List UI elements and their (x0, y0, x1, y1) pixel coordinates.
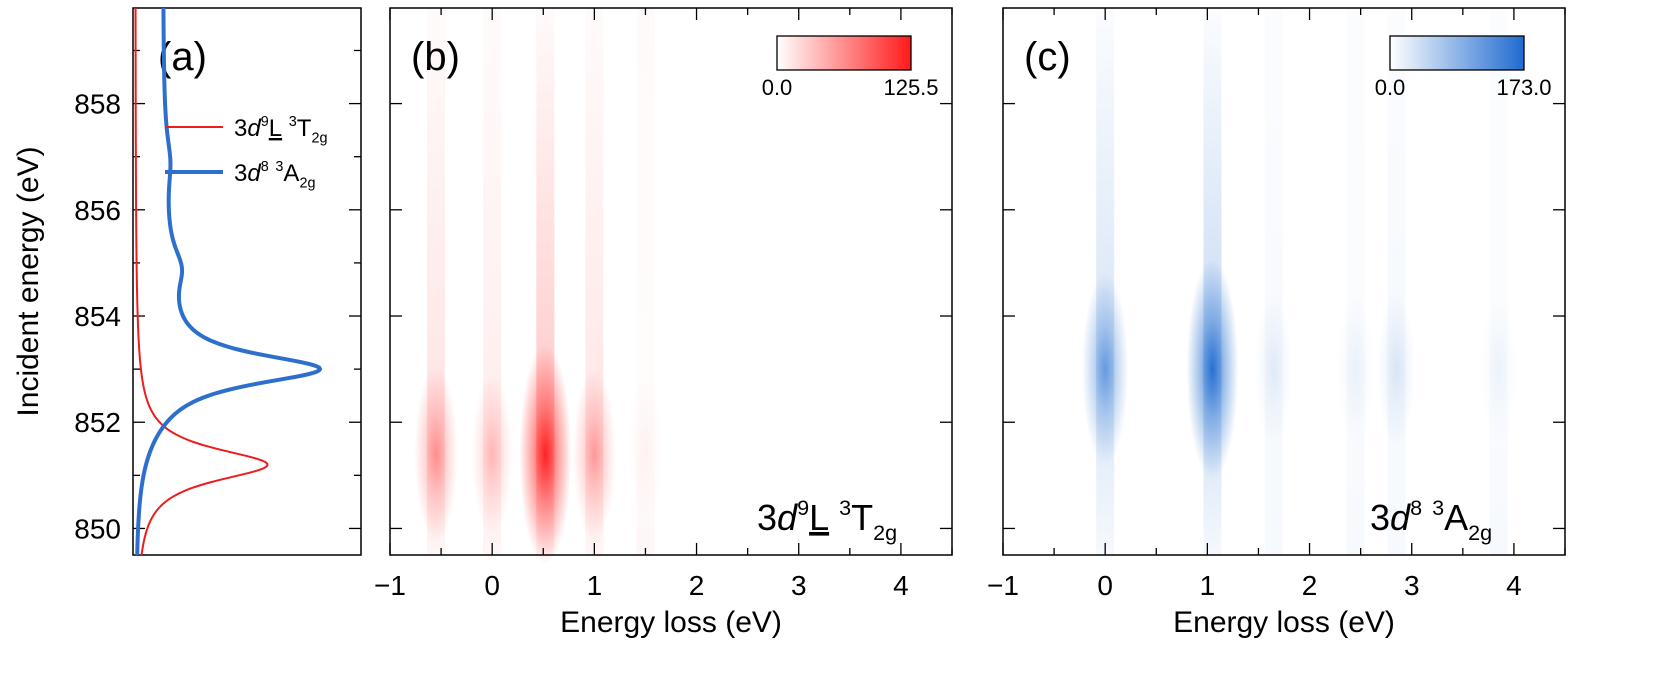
x-axis-label: Energy loss (eV) (560, 606, 782, 639)
peak-streak (1346, 8, 1365, 555)
panel-b: −1 0 1 2 3 4 Energy loss (eV) (b) 0.0 125.5 3d9L 3… (374, 7, 953, 639)
peak-blob (1186, 259, 1239, 480)
x-tick-label: 0 (1097, 570, 1113, 601)
x-tick-label: −1 (987, 570, 1019, 601)
peak-blob (414, 366, 458, 543)
colorbar (1389, 35, 1525, 71)
y-tick-label: 850 (74, 513, 121, 544)
x-tick-label: 4 (893, 570, 909, 601)
peak-blob (1377, 293, 1416, 446)
x-tick-label: 3 (1404, 570, 1420, 601)
colorbar-min-label: 0.0 (1375, 75, 1406, 100)
colorbar-min-label: 0.0 (762, 75, 793, 100)
plot-frame (1002, 7, 1566, 556)
panel-label-c: (c) (1024, 35, 1071, 79)
panel-c: −1 0 1 2 3 4 Energy loss (eV) (c) 0.0 173.0 3d8 3A… (987, 7, 1566, 639)
colorbar-max-label: 125.5 (883, 75, 938, 100)
peak-blob (1254, 294, 1293, 444)
y-tick-label: 856 (74, 195, 121, 226)
x-tick-label: 3 (791, 570, 807, 601)
panel-label-a: (a) (158, 35, 207, 79)
peak-blob (1480, 296, 1518, 442)
panel-label-b: (b) (411, 35, 460, 79)
legend-entry: 3d9L 3T2g (234, 114, 327, 147)
y-tick-label: 858 (74, 89, 121, 120)
peak-blob (1081, 273, 1129, 466)
peak-blob (1336, 295, 1375, 443)
y-tick-label: 852 (74, 407, 121, 438)
peak-streak (1264, 8, 1283, 555)
x-tick-label: 4 (1506, 570, 1522, 601)
plot-background (1003, 8, 1565, 555)
peak-blob (519, 344, 572, 565)
panel-a: 850 852 854 856 858 Incident energy (eV) (a) 3d… (12, 7, 362, 556)
y-tick-label: 854 (74, 301, 121, 332)
x-tick-label: 1 (587, 570, 603, 601)
peak-blob (627, 376, 664, 521)
colorbar (776, 35, 912, 71)
legend-entry: 3d8 3A2g (234, 159, 315, 192)
plot-frame (389, 7, 953, 556)
x-tick-label: 1 (1200, 570, 1216, 601)
peak-blob (573, 368, 616, 541)
state-label: 3d9L 3T2g (757, 495, 897, 545)
x-tick-label: −1 (374, 570, 406, 601)
x-tick-label: 2 (1302, 570, 1318, 601)
x-tick-label: 2 (689, 570, 705, 601)
x-tick-label: 0 (484, 570, 500, 601)
x-axis-label: Energy loss (eV) (1173, 606, 1395, 639)
peak-blob (471, 372, 513, 536)
series-line-red (134, 8, 269, 556)
colorbar-max-label: 173.0 (1496, 75, 1551, 100)
panel-a-frame (132, 7, 362, 556)
y-axis-label: Incident energy (eV) (12, 146, 45, 416)
series-line-blue (135, 7, 323, 556)
state-label: 3d8 3A2g (1370, 495, 1492, 545)
